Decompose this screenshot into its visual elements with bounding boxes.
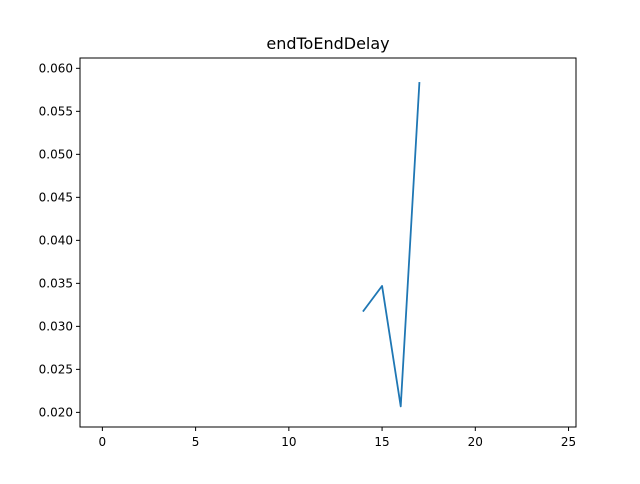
x-axis: 0 5 10 15 20 25: [99, 427, 576, 449]
y-tick-label: 0.030: [39, 319, 73, 333]
x-tick-label: 10: [281, 435, 296, 449]
y-tick-label: 0.025: [39, 362, 73, 376]
x-tick-label: 0: [99, 435, 107, 449]
plot-area-frame: [79, 57, 577, 428]
x-tick-label: 25: [561, 435, 576, 449]
y-axis: 0.020 0.025 0.030 0.035 0.040 0.045 0.050 0.055…: [39, 61, 80, 419]
x-tick-label: 15: [374, 435, 389, 449]
y-tick-label: 0.040: [39, 233, 73, 247]
y-tick-label: 0.035: [39, 276, 73, 290]
plot-series: [362, 81, 421, 408]
y-tick-label: 0.050: [39, 147, 73, 161]
series-line: [362, 81, 421, 408]
y-tick-label: 0.045: [39, 190, 73, 204]
x-tick-label: 20: [468, 435, 483, 449]
y-tick-label: 0.055: [39, 104, 73, 118]
y-tick-label: 0.060: [39, 61, 73, 75]
y-tick-label: 0.020: [39, 405, 73, 419]
chart-title: endToEndDelay: [266, 34, 389, 53]
x-tick-label: 5: [192, 435, 200, 449]
